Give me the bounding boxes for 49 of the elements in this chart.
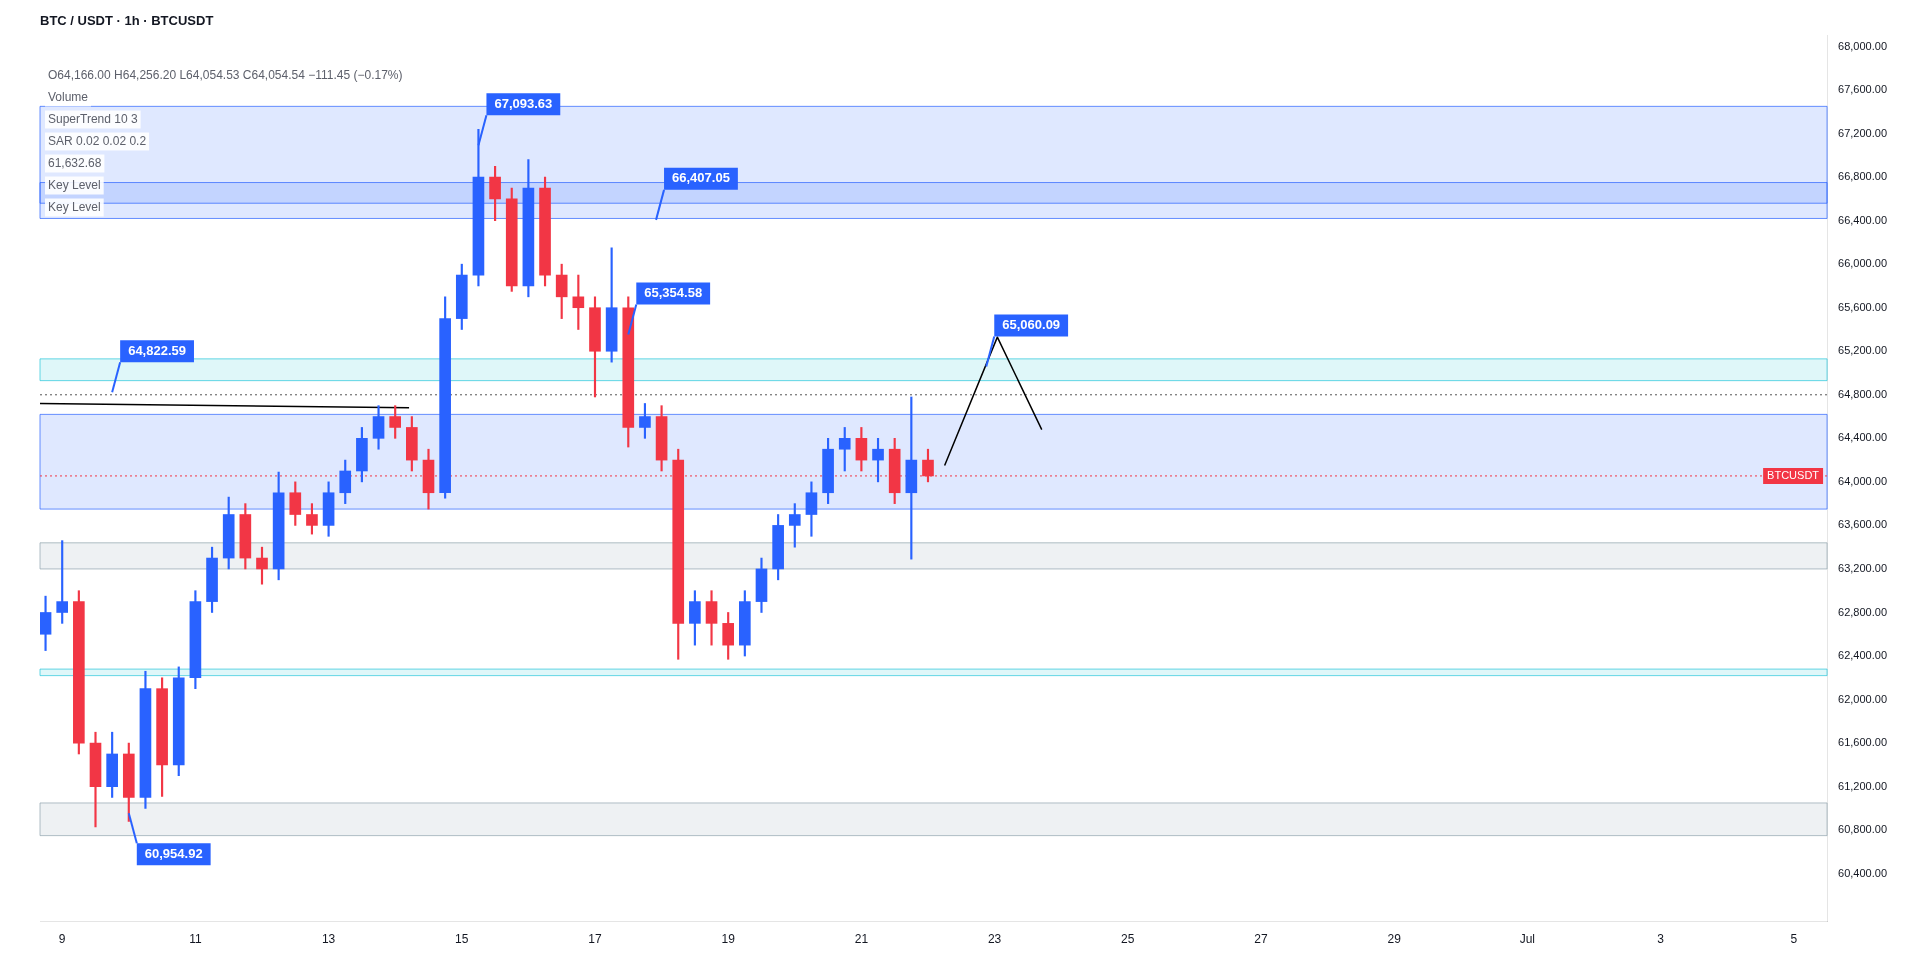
- annotation: SAR 0.02 0.02 0.2: [48, 133, 147, 148]
- x-tick-label: 9: [58, 932, 66, 947]
- annotation: 65,354.58: [644, 285, 703, 300]
- y-tick-label: 62,000.00: [1838, 692, 1887, 705]
- y-tick-label: 68,000.00: [1838, 39, 1887, 52]
- y-tick-label: 61,600.00: [1838, 736, 1887, 749]
- y-tick-label: 66,800.00: [1838, 170, 1887, 183]
- annotation: 60,954.92: [144, 845, 203, 861]
- y-tick-label: 65,600.00: [1838, 300, 1887, 313]
- x-tick-label: 21: [854, 932, 869, 947]
- y-tick-label: 66,000.00: [1838, 257, 1887, 270]
- x-tick-label: 15: [455, 932, 469, 947]
- annotation: SuperTrend 10 3: [48, 111, 138, 126]
- x-tick-label: 23: [987, 932, 1002, 947]
- y-tick-label: 64,800.00: [1838, 387, 1887, 400]
- x-tick-label: 17: [588, 932, 602, 947]
- x-tick-label: 5: [1790, 932, 1798, 947]
- annotation: 67,093.63: [494, 95, 553, 111]
- y-tick-label: 64,000.00: [1838, 474, 1887, 487]
- y-tick-label: 60,800.00: [1838, 823, 1887, 836]
- x-tick-label: 19: [721, 932, 736, 947]
- y-tick-label: 61,200.00: [1838, 779, 1887, 792]
- y-tick-label: 64,400.00: [1838, 431, 1887, 444]
- annotation: 64,822.59: [128, 342, 186, 358]
- x-tick-label: 27: [1254, 932, 1268, 947]
- y-tick-label: 62,800.00: [1838, 605, 1887, 618]
- x-tick-label: 13: [321, 932, 336, 947]
- ref-line-label: BTCUSDT: [1767, 468, 1820, 481]
- y-tick-label: 60,400.00: [1838, 866, 1887, 879]
- annotation: 61,632.68: [48, 155, 102, 170]
- annotation: 66,407.05: [672, 170, 730, 186]
- x-tick-label: 11: [189, 932, 202, 947]
- x-tick-label: 29: [1387, 932, 1402, 947]
- x-tick-label: 25: [1121, 932, 1135, 947]
- chart-title: BTC / USDT · 1h · BTCUSDT: [40, 13, 214, 29]
- y-tick-label: 67,600.00: [1838, 83, 1887, 96]
- annotation: Volume: [48, 89, 89, 104]
- y-tick-label: 67,200.00: [1838, 126, 1887, 139]
- annotation: 65,060.09: [1002, 317, 1061, 333]
- y-tick-label: 65,200.00: [1838, 344, 1887, 357]
- x-tick-label: 3: [1657, 932, 1665, 947]
- y-tick-label: 63,200.00: [1838, 561, 1887, 574]
- annotation: Key Level: [48, 199, 101, 214]
- y-tick-label: 66,400.00: [1838, 213, 1887, 226]
- y-tick-label: 62,400.00: [1838, 649, 1887, 662]
- y-tick-label: 63,600.00: [1838, 518, 1887, 531]
- x-tick-label: Jul: [1519, 932, 1536, 947]
- annotation: Key Level: [48, 177, 101, 192]
- annotation: O64,166.00 H64,256.20 L64,054.53 C64,054.54 −111.45 (−0.17%): [48, 67, 403, 82]
